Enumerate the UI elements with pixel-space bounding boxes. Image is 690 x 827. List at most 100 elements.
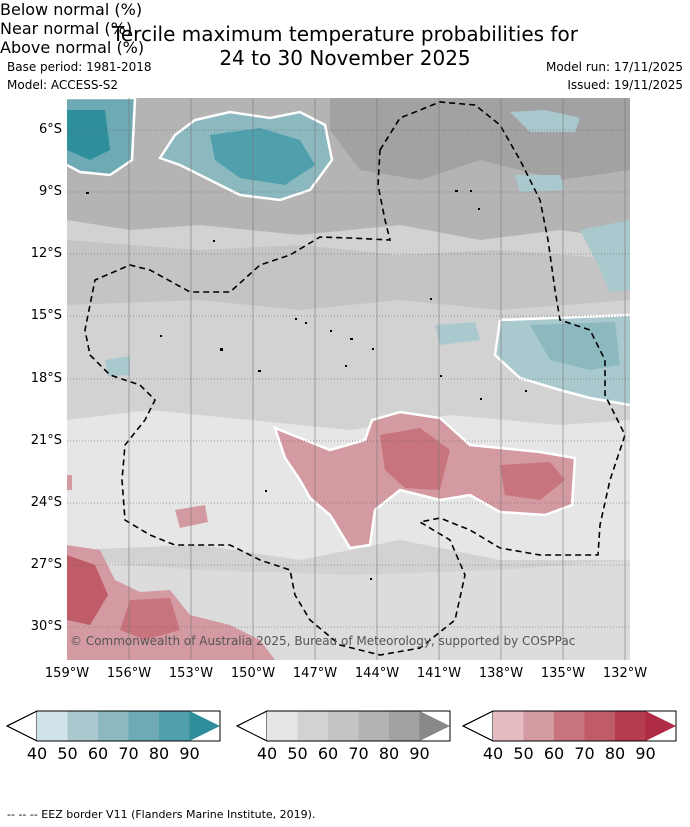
legend-label-near: Near normal (%) [0,19,133,38]
above-normal-sw-core [67,555,108,625]
contour-central [272,410,577,550]
legend-label-above: Above normal (%) [0,38,145,57]
colorbar-tick: 60 [317,744,339,763]
below-normal-nw-core [67,110,110,160]
above-normal-small [175,505,208,528]
contour-north [158,110,334,202]
lon-label: 153°W [168,666,214,681]
colorbar-tick: 50 [57,744,78,763]
colorbar-outline [236,710,451,742]
colorbar-swatch [584,711,615,741]
legend-near-normal: 40 50 60 70 80 90 Near normal (%) [0,19,690,763]
lon-label: 132°W [602,666,648,681]
colorbar-tick: 90 [409,744,430,763]
legend-above-normal: 40 50 60 70 80 90 Above normal (%) [0,38,690,763]
lat-label: 12°S [30,246,62,261]
colorbar-tick: 60 [87,744,109,763]
colorbar-near [236,710,451,742]
colorbar-swatch [493,711,524,741]
below-normal-small-3 [105,356,130,376]
below-normal-north-core [210,128,315,185]
colorbar-tick: 80 [604,744,626,763]
lon-label: 138°W [478,666,524,681]
copyright-notice: © Commonwealth of Australia 2025, Bureau… [70,634,576,648]
lon-label: 156°W [106,666,152,681]
colorbar-swatch [37,711,68,741]
lat-label: 15°S [30,308,62,323]
contour-nw [67,98,137,177]
colorbar-tick: 40 [482,744,504,763]
colorbar-swatch [297,711,328,741]
colorbar-tick: 80 [148,744,170,763]
below-normal-small-1 [515,175,565,192]
below-normal-small-2 [435,322,480,345]
colorbar-min-arrow [462,710,494,742]
colorbar-tick: 90 [635,744,656,763]
lon-label: 135°W [540,666,586,681]
lat-label: 18°S [30,371,62,386]
map-title: Tercile maximum temperature probabilitie… [0,22,690,70]
eez-border [84,101,626,656]
colorbar-tick: 90 [179,744,200,763]
colorbar-max-arrow [189,711,220,741]
lon-label: 159°W [44,666,90,681]
colorbar-swatch [554,711,585,741]
colorbar-swatch [67,711,98,741]
below-normal-east-core [530,322,620,370]
colorbar-max-arrow [645,711,676,741]
lat-label: 21°S [30,433,62,448]
colorbar-tick: 80 [378,744,400,763]
colorbar-swatch [267,711,298,741]
below-normal-ne-small [510,110,580,132]
colorbar-above [462,710,677,742]
title-line-1: Tercile maximum temperature probabilitie… [112,22,578,46]
lat-label: 27°S [30,557,62,572]
islands [86,190,527,580]
base-period: Base period: 1981-2018 [7,60,152,74]
map-field [67,98,630,660]
above-normal-edge [67,475,72,490]
eez-footnote: -- -- -- EEZ border V11 (Flanders Marine… [7,808,316,821]
lon-label: 150°W [230,666,276,681]
colorbar-swatch [98,711,129,741]
lat-label: 9°S [38,184,62,199]
colorbar-swatch [328,711,359,741]
colorbar-tick: 70 [348,744,369,763]
meridians [128,98,626,660]
colorbar-outline [462,710,677,742]
lon-label: 147°W [292,666,338,681]
lon-label: 144°W [354,666,400,681]
legend-label-below: Below normal (%) [0,0,143,19]
probability-map [67,98,630,660]
issued-date: Issued: 19/11/2025 [567,78,683,92]
graticule [67,129,630,628]
model-run: Model run: 17/11/2025 [545,60,683,74]
above-normal-sw-core-2 [120,598,180,640]
colorbar-swatch [159,711,190,741]
lat-label: 6°S [38,122,62,137]
colorbar-tick: 70 [574,744,595,763]
colorbar-tick: 60 [543,744,565,763]
colorbar-swatch [358,711,389,741]
colorbar-tick: 40 [256,744,278,763]
colorbar-below [6,710,221,742]
lat-label: 24°S [30,495,62,510]
colorbar-min-arrow [236,710,268,742]
lat-label: 30°S [30,619,62,634]
colorbar-max-arrow [419,711,450,741]
colorbar-swatch [128,711,159,741]
colorbar-swatch [389,711,420,741]
colorbar-outline [6,710,221,742]
meta-right: Model run: 17/11/2025 Issued: 19/11/2025 [546,58,683,94]
colorbar-min-arrow [6,710,38,742]
colorbar-tick: 50 [287,744,308,763]
above-normal-central-core [380,428,450,490]
colorbar-tick: 40 [26,744,48,763]
contour-east [493,313,630,407]
model-name: Model: ACCESS-S2 [7,78,119,92]
colorbar-swatch [523,711,554,741]
lon-label: 141°W [416,666,462,681]
title-line-2: 24 to 30 November 2025 [219,46,471,70]
below-normal-ne [580,220,630,292]
meta-left: Base period: 1981-2018 Model: ACCESS-S2 [7,58,152,94]
